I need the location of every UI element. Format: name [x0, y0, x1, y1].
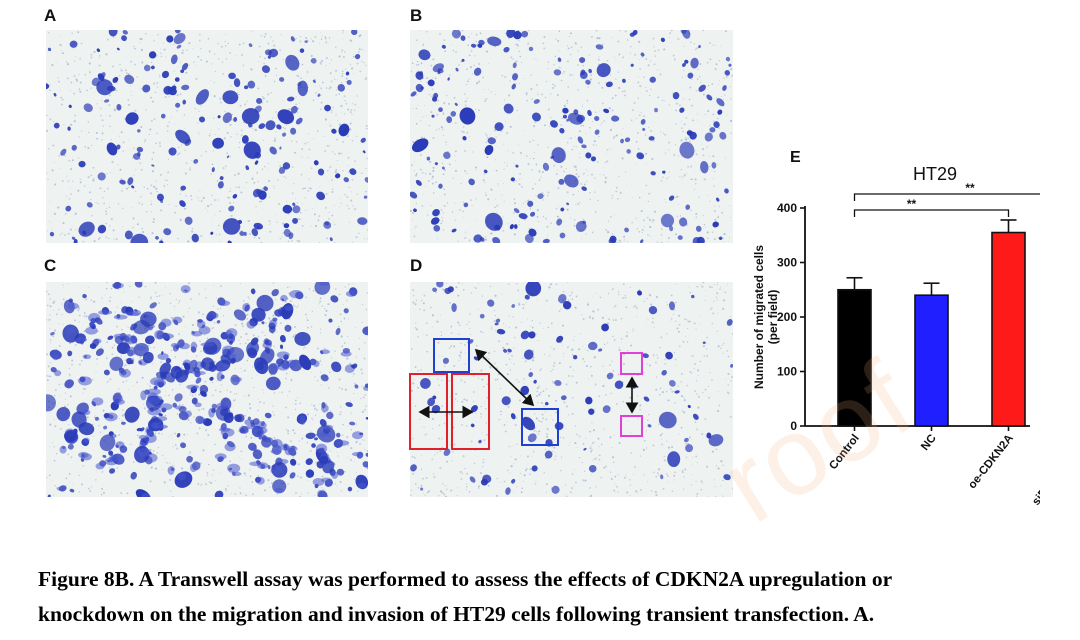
micrograph-c: [46, 282, 368, 497]
x-tick-label-1: NC: [919, 432, 939, 452]
y-tick-label-3: 300: [777, 256, 797, 270]
y-axis-label-line1: Number of migrated cells: [752, 245, 766, 389]
y-tick-label-1: 100: [777, 365, 797, 379]
micrograph-a: [46, 30, 368, 243]
x-tick-label-3: siRNA-CDKN2A: [1030, 432, 1040, 507]
y-axis-label-line2: (per field): [766, 290, 780, 345]
micrograph-b: [410, 30, 733, 243]
significance-label-0: **: [907, 197, 917, 211]
bar-nc: [914, 294, 949, 427]
y-tick-label-0: 0: [790, 419, 797, 433]
x-tick-label-0: Control: [827, 432, 862, 472]
significance-bracket-1: [853, 193, 1040, 201]
bar-oe-cdkn2a: [991, 231, 1026, 427]
figure-caption: Figure 8B. A Transwell assay was perform…: [38, 562, 1048, 632]
panel-label-d: D: [410, 256, 423, 275]
panel-label-a: A: [44, 6, 57, 25]
y-tick-label-4: 400: [777, 201, 797, 215]
significance-label-1: **: [965, 181, 975, 195]
caption-line-1: Figure 8B. A Transwell assay was perform…: [38, 567, 893, 591]
chart-panel-label: E: [790, 149, 801, 166]
micrograph-d: [410, 282, 733, 497]
bar-chart-e: E HT29 0 100 200 300 400 Number of migrated cel…: [752, 149, 1040, 508]
bar-control: [837, 288, 872, 427]
chart-title: HT29: [913, 164, 957, 184]
y-tick-label-2: 200: [777, 310, 797, 324]
panel-label-b: B: [410, 6, 423, 25]
caption-line-2: knockdown on the migration and invasion …: [38, 602, 875, 626]
x-tick-label-2: oe-CDKN2A: [966, 432, 1016, 491]
significance-bracket-0: [853, 209, 1010, 217]
panel-label-c: C: [44, 256, 57, 275]
